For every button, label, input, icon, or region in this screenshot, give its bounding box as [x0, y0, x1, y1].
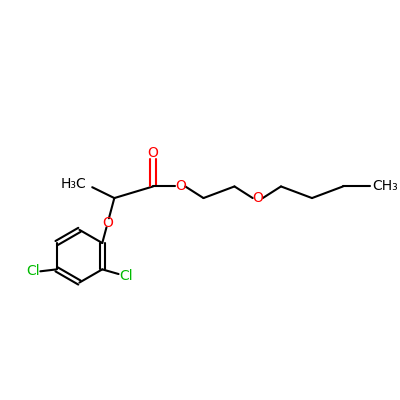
Text: Cl: Cl — [26, 264, 40, 278]
Text: Cl: Cl — [119, 269, 133, 283]
Text: CH₃: CH₃ — [372, 180, 398, 194]
Text: H₃C: H₃C — [61, 178, 86, 192]
Text: O: O — [102, 216, 113, 230]
Text: O: O — [175, 180, 186, 194]
Text: O: O — [148, 146, 158, 160]
Text: O: O — [252, 191, 263, 205]
